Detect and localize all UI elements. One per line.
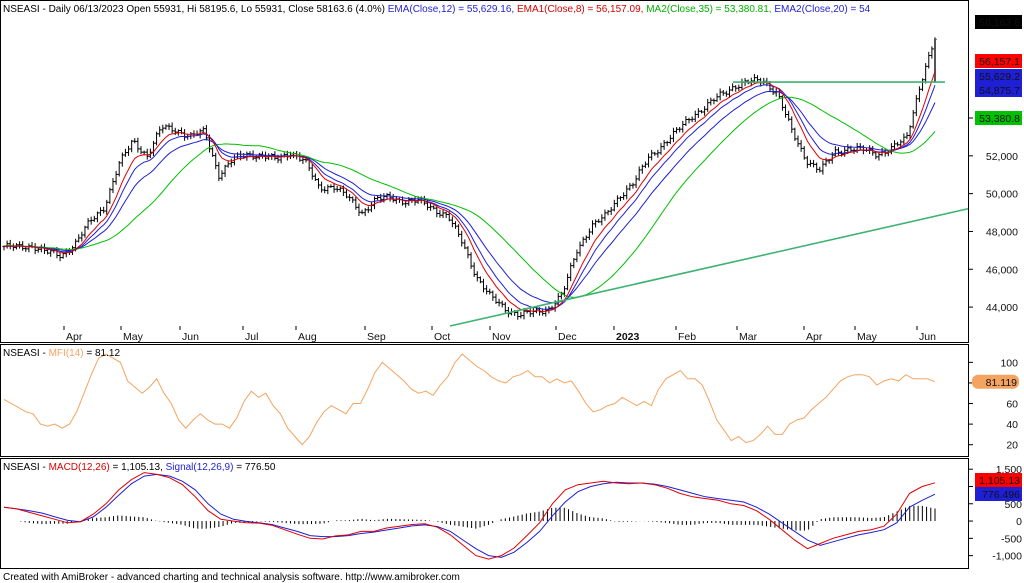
- macd-ytick-label: 500: [1004, 499, 1022, 511]
- macd-chart: [3, 472, 936, 560]
- value-label-bg: [975, 69, 1022, 83]
- macd-last-bg: [975, 473, 1022, 487]
- x-tick-label: Dec: [558, 331, 577, 343]
- macd-last-label: 776.496: [982, 489, 1020, 501]
- x-tick-label: Mar: [739, 331, 758, 343]
- mfi-header: NSEASI - MFI(14) = 81.12: [3, 348, 120, 359]
- price-ytick-label: 52,000: [986, 151, 1018, 163]
- x-tick-label: Nov: [492, 331, 511, 343]
- x-tick-label: Jun: [919, 331, 936, 343]
- footer-credit: Created with AmiBroker - advanced charti…: [3, 572, 460, 583]
- header-part-2: = 1,105.13,: [110, 462, 166, 473]
- mfi-ytick-label: 20: [1006, 440, 1018, 452]
- x-tick-label: Oct: [434, 331, 450, 343]
- value-label-bg: [975, 15, 1022, 29]
- value-label: 53,380.8: [979, 113, 1020, 125]
- header-part-4: EMA2(Close,20) = 54: [774, 4, 870, 15]
- header-part-0: NSEASI -: [3, 462, 49, 473]
- x-tick-label: Apr: [66, 331, 83, 343]
- header-part-2: = 81.12: [84, 348, 121, 359]
- macd-last-bg: [975, 487, 1022, 501]
- price-chart: [2, 37, 969, 327]
- macd-ytick-label: 0: [1016, 516, 1022, 528]
- x-tick-label: Jun: [182, 331, 199, 343]
- price-ytick-label: 44,000: [986, 302, 1018, 314]
- header-part-2: EMA1(Close,8) = 56,157.09,: [517, 4, 646, 15]
- macd-panel-frame: [0, 458, 969, 569]
- mfi-ytick-label: 40: [1006, 419, 1018, 431]
- header-part-0: NSEASI -: [3, 348, 49, 359]
- mfi-chart: [3, 353, 936, 446]
- x-tick-label: Sep: [367, 331, 386, 343]
- axes: 44,00046,00048,00050,00052,00054,000AprM…: [63, 15, 1022, 563]
- price-header: NSEASI - Daily 06/13/2023 Open 55931, Hi…: [3, 4, 871, 15]
- value-label: 55,629.2: [979, 71, 1020, 83]
- x-tick-label: Feb: [678, 331, 696, 343]
- mfi-ytick-label: 60: [1006, 399, 1018, 411]
- x-tick-label: Aug: [298, 331, 317, 343]
- ema8-line: [3, 71, 936, 313]
- price-panel-frame: [0, 0, 969, 343]
- value-label: 54,875.7: [979, 85, 1020, 97]
- support-trendline: [449, 207, 969, 327]
- header-part-1: EMA(Close,12) = 55,629.16,: [388, 4, 517, 15]
- macd-last-label: 1,105.13: [979, 475, 1020, 487]
- x-tick-label: May: [123, 331, 144, 343]
- header-part-1: MFI(14): [49, 348, 84, 359]
- x-tick-label: May: [857, 331, 878, 343]
- mfi-line: [3, 353, 936, 446]
- header-part-3: MA2(Close,35) = 53,380.81,: [646, 4, 774, 15]
- mfi-last-bg: [972, 374, 1019, 389]
- x-tick-label: 2023: [616, 331, 640, 343]
- header-part-4: = 776.50: [233, 462, 275, 473]
- x-tick-label: Jul: [245, 331, 258, 343]
- value-label: 56,157.1: [979, 56, 1020, 68]
- macd-header: NSEASI - MACD(12,26) = 1,105.13, Signal(…: [3, 462, 276, 473]
- ema20-line: [3, 90, 936, 304]
- header-part-3: Signal(12,26,9): [166, 462, 234, 473]
- ma35-line: [3, 96, 936, 298]
- value-label-bg: [975, 54, 1022, 68]
- mfi-panel-frame: [0, 344, 969, 457]
- value-label-bg: [975, 83, 1022, 97]
- mfi-ytick-label: 100: [1000, 357, 1018, 369]
- price-ytick-label: 50,000: [986, 189, 1018, 201]
- value-label: 58,163.6: [979, 17, 1020, 29]
- x-tick-label: Apr: [806, 331, 823, 343]
- header-part-1: MACD(12,26): [49, 462, 110, 473]
- price-ytick-label: 46,000: [986, 264, 1018, 276]
- price-ytick-label: 48,000: [986, 226, 1018, 238]
- mfi-last-label: 81.119: [986, 377, 1017, 389]
- header-part-0: NSEASI - Daily 06/13/2023 Open 55931, Hi…: [3, 4, 388, 15]
- value-label-bg: [975, 111, 1022, 125]
- macd-ytick-label: -500: [1001, 533, 1022, 545]
- macd-ytick-label: -1,000: [992, 551, 1022, 563]
- macd-line: [3, 472, 936, 560]
